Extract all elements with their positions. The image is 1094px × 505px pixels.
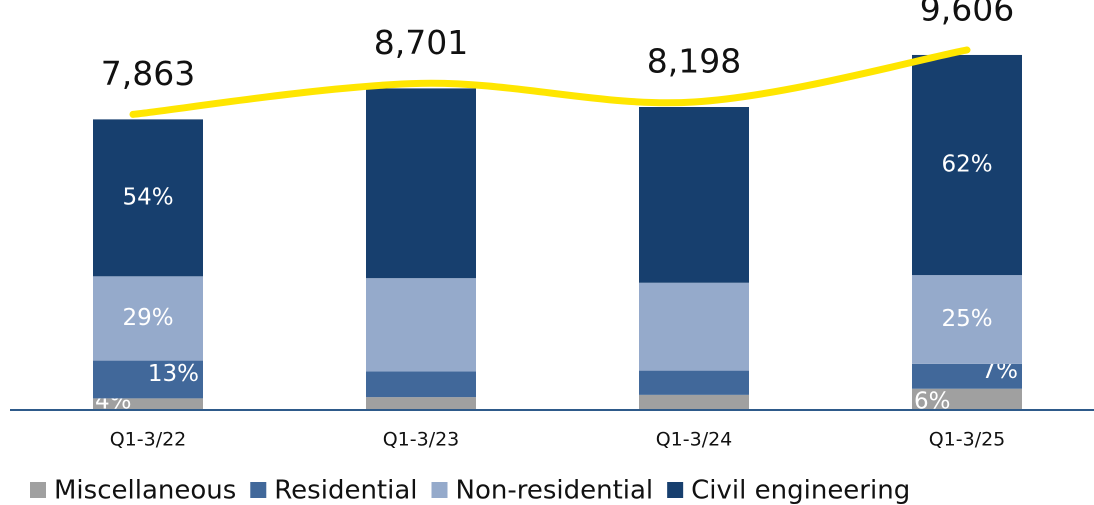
legend-label: Civil engineering	[691, 476, 910, 505]
x-tick-label: Q1-3/25	[929, 429, 1006, 451]
bar-segment	[639, 107, 749, 283]
legend-swatch	[667, 482, 684, 498]
legend-swatch	[431, 482, 448, 498]
bar-segment	[93, 119, 203, 277]
bar-segment	[366, 278, 476, 372]
value-label: 62%	[941, 152, 992, 178]
bar-segment	[912, 54, 1022, 276]
bar-segment	[912, 388, 1022, 410]
value-label: 29%	[122, 305, 173, 331]
bar-segment	[912, 275, 1022, 364]
bar-segment	[93, 276, 203, 361]
bar-segment	[639, 282, 749, 371]
bar-segment	[639, 394, 749, 410]
total-label: 8,701	[374, 23, 468, 62]
bar-segment	[366, 371, 476, 398]
bar-segment	[912, 363, 1022, 389]
total-label: 7,863	[101, 54, 195, 93]
legend-swatch	[250, 482, 267, 498]
bar-segment	[93, 398, 203, 410]
total-label: 9,606	[920, 0, 1014, 28]
bar-segment	[639, 370, 749, 395]
legend-swatch	[30, 482, 46, 498]
total-line	[129, 46, 971, 118]
legend-label: Miscellaneous	[54, 476, 236, 505]
value-label: 54%	[122, 184, 173, 210]
bar-segment	[366, 397, 476, 410]
value-label: 25%	[941, 306, 992, 332]
legend-label: Residential	[274, 476, 417, 505]
legend-label: Non-residential	[456, 476, 654, 505]
x-tick-label: Q1-3/22	[110, 429, 187, 451]
value-label: 13%	[148, 361, 199, 387]
x-tick-label: Q1-3/23	[383, 429, 460, 451]
x-tick-label: Q1-3/24	[656, 429, 733, 451]
bar-segment	[366, 88, 476, 279]
total-label: 8,198	[647, 42, 741, 81]
bar-segment	[93, 360, 203, 399]
